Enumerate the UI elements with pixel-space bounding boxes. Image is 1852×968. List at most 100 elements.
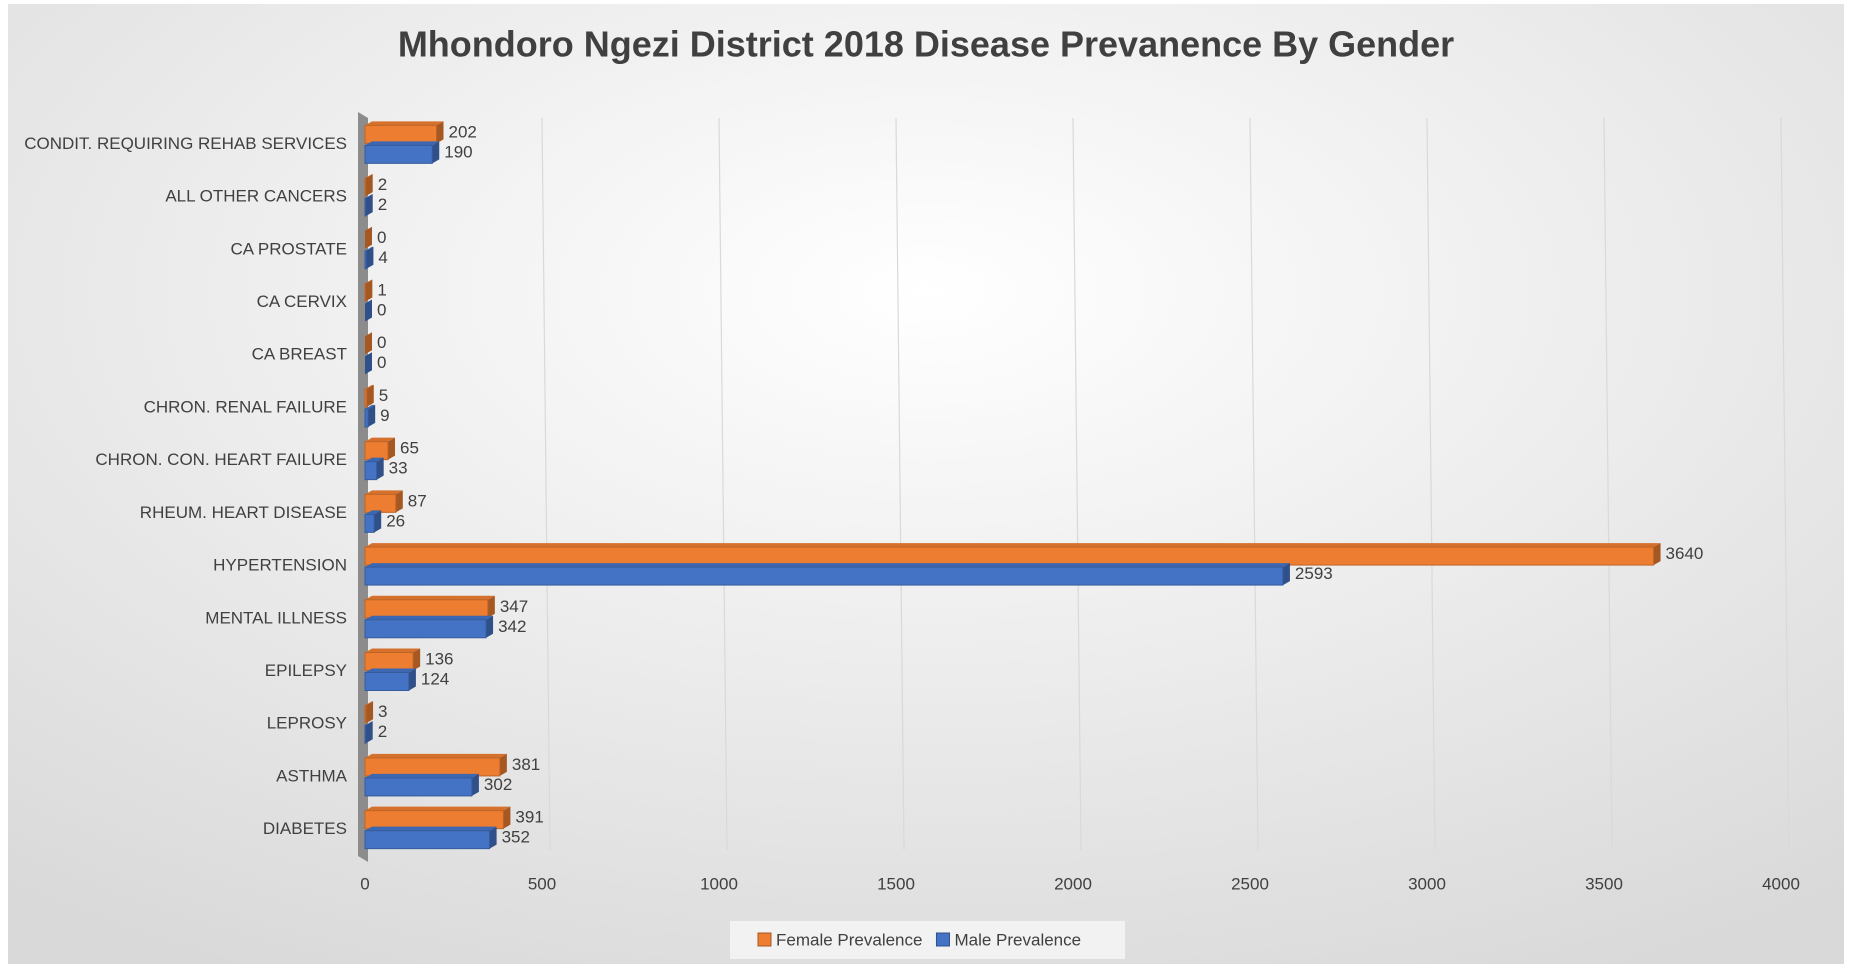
data-label: 2 xyxy=(378,722,387,741)
data-label: 1 xyxy=(377,280,386,299)
data-label: 0 xyxy=(377,333,386,352)
bar-side xyxy=(489,826,497,849)
y-tick-label: MENTAL ILLNESS xyxy=(205,608,347,627)
bar-top xyxy=(365,615,494,620)
grid-line xyxy=(1426,117,1436,851)
legend-box xyxy=(730,921,1125,959)
bar-top xyxy=(365,437,396,442)
x-tick-label: 3000 xyxy=(1408,874,1446,893)
bar-side xyxy=(366,246,374,269)
data-label: 347 xyxy=(500,597,528,616)
legend-swatch xyxy=(757,932,772,947)
data-label: 124 xyxy=(421,669,449,688)
data-label: 302 xyxy=(484,775,512,794)
y-axis-wall xyxy=(358,112,368,862)
data-label: 9 xyxy=(380,406,389,425)
data-label: 190 xyxy=(444,142,472,161)
bar-top xyxy=(365,543,1661,548)
y-tick-label: CONDIT. REQUIRING REHAB SERVICES xyxy=(24,134,347,153)
bar xyxy=(364,566,1284,586)
y-tick-label: CA CERVIX xyxy=(257,292,347,311)
bar-top xyxy=(365,701,374,706)
bar-side xyxy=(1282,563,1290,586)
bar-top xyxy=(365,773,479,778)
y-tick-label: ASTHMA xyxy=(276,766,348,785)
bar-side xyxy=(366,701,374,724)
y-tick-label: DIABETES xyxy=(263,819,347,838)
bar-side xyxy=(365,352,372,375)
grid-line xyxy=(718,117,728,851)
bar-side xyxy=(408,668,416,691)
bar xyxy=(364,197,367,217)
data-label: 0 xyxy=(377,228,386,247)
bar-side xyxy=(487,595,495,618)
data-label: 5 xyxy=(379,386,388,405)
bar-side xyxy=(388,437,396,460)
bar xyxy=(364,599,489,619)
bar xyxy=(364,461,378,481)
data-label: 342 xyxy=(498,617,526,636)
y-tick-label: CA PROSTATE xyxy=(230,239,347,258)
data-label: 0 xyxy=(377,300,386,319)
bar-side xyxy=(432,141,440,164)
bar xyxy=(364,388,368,408)
bar-top xyxy=(365,174,373,179)
y-tick-label: EPILEPSY xyxy=(265,661,347,680)
bar xyxy=(364,124,438,144)
data-label: 2593 xyxy=(1295,564,1333,583)
data-label: 381 xyxy=(512,755,540,774)
bar-side xyxy=(499,753,507,776)
data-label: 352 xyxy=(502,828,530,847)
chart-background xyxy=(8,4,1844,964)
grid-line xyxy=(1072,117,1082,851)
bar-side xyxy=(365,299,372,322)
x-tick-label: 1500 xyxy=(877,874,915,893)
data-label: 33 xyxy=(389,459,408,478)
bar-side xyxy=(503,806,511,829)
bar-side xyxy=(413,648,421,671)
data-label: 3640 xyxy=(1666,544,1704,563)
x-tick-label: 4000 xyxy=(1762,874,1800,893)
y-tick-label: CHRON. CON. HEART FAILURE xyxy=(95,450,347,469)
bar xyxy=(364,144,433,164)
bar-top xyxy=(365,141,440,146)
grid-line xyxy=(895,117,905,851)
grid-line xyxy=(1603,117,1613,851)
bar xyxy=(364,408,369,428)
bar xyxy=(364,672,410,691)
grid-line xyxy=(1780,117,1790,851)
bar-top xyxy=(365,721,373,726)
bar-side xyxy=(365,332,372,355)
bar-top xyxy=(365,510,382,515)
data-label: 2 xyxy=(378,195,387,214)
bar-side xyxy=(374,510,382,533)
bar-side xyxy=(376,457,384,480)
bar xyxy=(364,619,487,639)
data-label: 87 xyxy=(408,491,427,510)
bar-side xyxy=(436,121,444,144)
data-label: 3 xyxy=(378,702,387,721)
bar-top xyxy=(365,121,444,126)
bar xyxy=(364,810,504,830)
data-label: 391 xyxy=(515,808,543,827)
bar xyxy=(364,704,367,724)
bar-side xyxy=(365,226,372,249)
data-label: 202 xyxy=(449,122,477,141)
y-tick-label: ALL OTHER CANCERS xyxy=(165,187,347,206)
bar xyxy=(364,493,397,513)
data-label: 26 xyxy=(386,511,405,530)
bar-top xyxy=(365,753,507,758)
x-tick-label: 3500 xyxy=(1585,874,1623,893)
x-tick-label: 2000 xyxy=(1054,874,1092,893)
bar-side xyxy=(471,773,479,796)
data-label: 65 xyxy=(400,439,419,458)
data-label: 136 xyxy=(425,649,453,668)
bar-side xyxy=(365,279,373,302)
x-tick-label: 1000 xyxy=(700,874,738,893)
bar-top xyxy=(365,384,374,389)
grid-line xyxy=(541,117,551,851)
bar-top xyxy=(365,648,421,653)
y-tick-label: HYPERTENSION xyxy=(213,556,347,575)
x-tick-label: 0 xyxy=(360,874,369,893)
